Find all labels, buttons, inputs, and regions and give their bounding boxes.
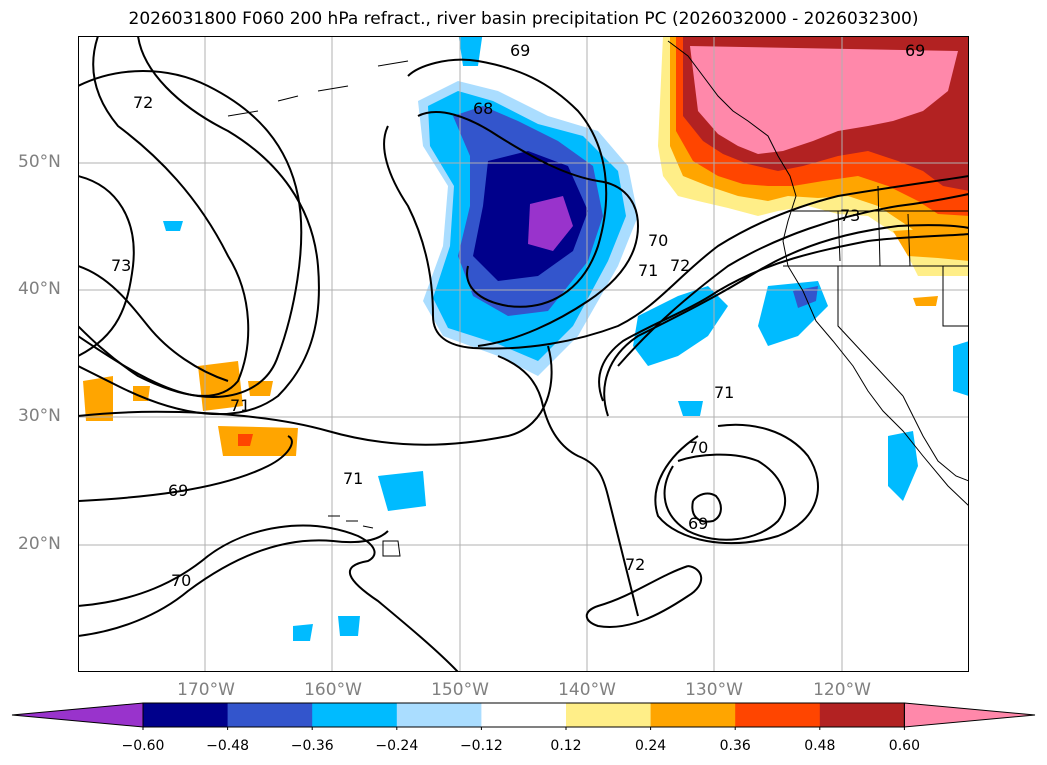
lon-label: 120°W — [813, 680, 871, 700]
colorbar-cell — [735, 703, 821, 727]
colorbar-extend-max — [903, 702, 1036, 728]
colorbar-tick-label: −0.12 — [459, 738, 503, 754]
contour-label: 69 — [905, 41, 925, 60]
colorbar-cell — [143, 703, 229, 727]
contour-label: 70 — [171, 571, 191, 590]
colorbar-cell — [396, 703, 482, 727]
lat-label: 40°N — [18, 279, 61, 299]
map-title: 2026031800 F060 200 hPa refract., river … — [128, 9, 919, 29]
contour-label: 71 — [343, 469, 363, 488]
lat-label: 20°N — [18, 534, 61, 554]
contour-label: 69 — [168, 481, 188, 500]
positive-anomaly-region-northwest — [658, 37, 968, 306]
lon-label: 170°W — [177, 680, 235, 700]
lat-label: 50°N — [18, 152, 61, 172]
colorbar-cell — [819, 703, 905, 727]
colorbar-tick-label: −0.48 — [206, 738, 250, 754]
lon-label: 130°W — [685, 680, 743, 700]
refractivity-contours — [79, 37, 968, 671]
colorbar-tick-label: 0.60 — [888, 738, 920, 754]
contour-label: 69 — [510, 41, 530, 60]
contour-label: 70 — [648, 231, 668, 250]
colorbar-frame — [142, 702, 905, 728]
lon-label: 140°W — [558, 680, 616, 700]
graticule — [79, 37, 968, 671]
contour-label: 72 — [133, 93, 153, 112]
colorbar-cell — [566, 703, 652, 727]
contour-label: 72 — [625, 555, 645, 574]
contour-label: 68 — [473, 99, 493, 118]
colorbar-tick-label: −0.60 — [121, 738, 165, 754]
contour-label: 71 — [230, 396, 250, 415]
contour-label: 69 — [688, 514, 708, 533]
lon-label: 160°W — [304, 680, 362, 700]
contour-label-group: 69 68 72 73 71 69 70 70 71 72 73 71 71 7… — [111, 41, 925, 590]
colorbar-cell — [312, 703, 398, 727]
coastlines — [227, 40, 968, 557]
colorbar-cell — [650, 703, 736, 727]
map-panel: 69 68 72 73 71 69 70 70 71 72 73 71 71 7… — [78, 36, 969, 672]
colorbar-tick-label: 0.48 — [804, 738, 836, 754]
colorbar-cell — [227, 703, 313, 727]
colorbar-extend-min — [11, 702, 144, 728]
colorbar-cell — [481, 703, 567, 727]
lon-label: 150°W — [431, 680, 489, 700]
contour-label: 71 — [638, 261, 658, 280]
colorbar-tick-label: 0.36 — [719, 738, 751, 754]
colorbar-tick-label: −0.24 — [375, 738, 419, 754]
lat-label: 30°N — [18, 406, 61, 426]
contour-label: 72 — [670, 256, 690, 275]
colorbar — [11, 702, 1036, 730]
contour-label: 71 — [714, 383, 734, 402]
colorbar-tick-label: 0.12 — [550, 738, 582, 754]
colorbar-tick-label: 0.24 — [635, 738, 667, 754]
contour-label: 73 — [111, 256, 131, 275]
contour-label: 70 — [688, 438, 708, 457]
colorbar-tick-label: −0.36 — [290, 738, 334, 754]
contour-label: 73 — [840, 206, 860, 225]
